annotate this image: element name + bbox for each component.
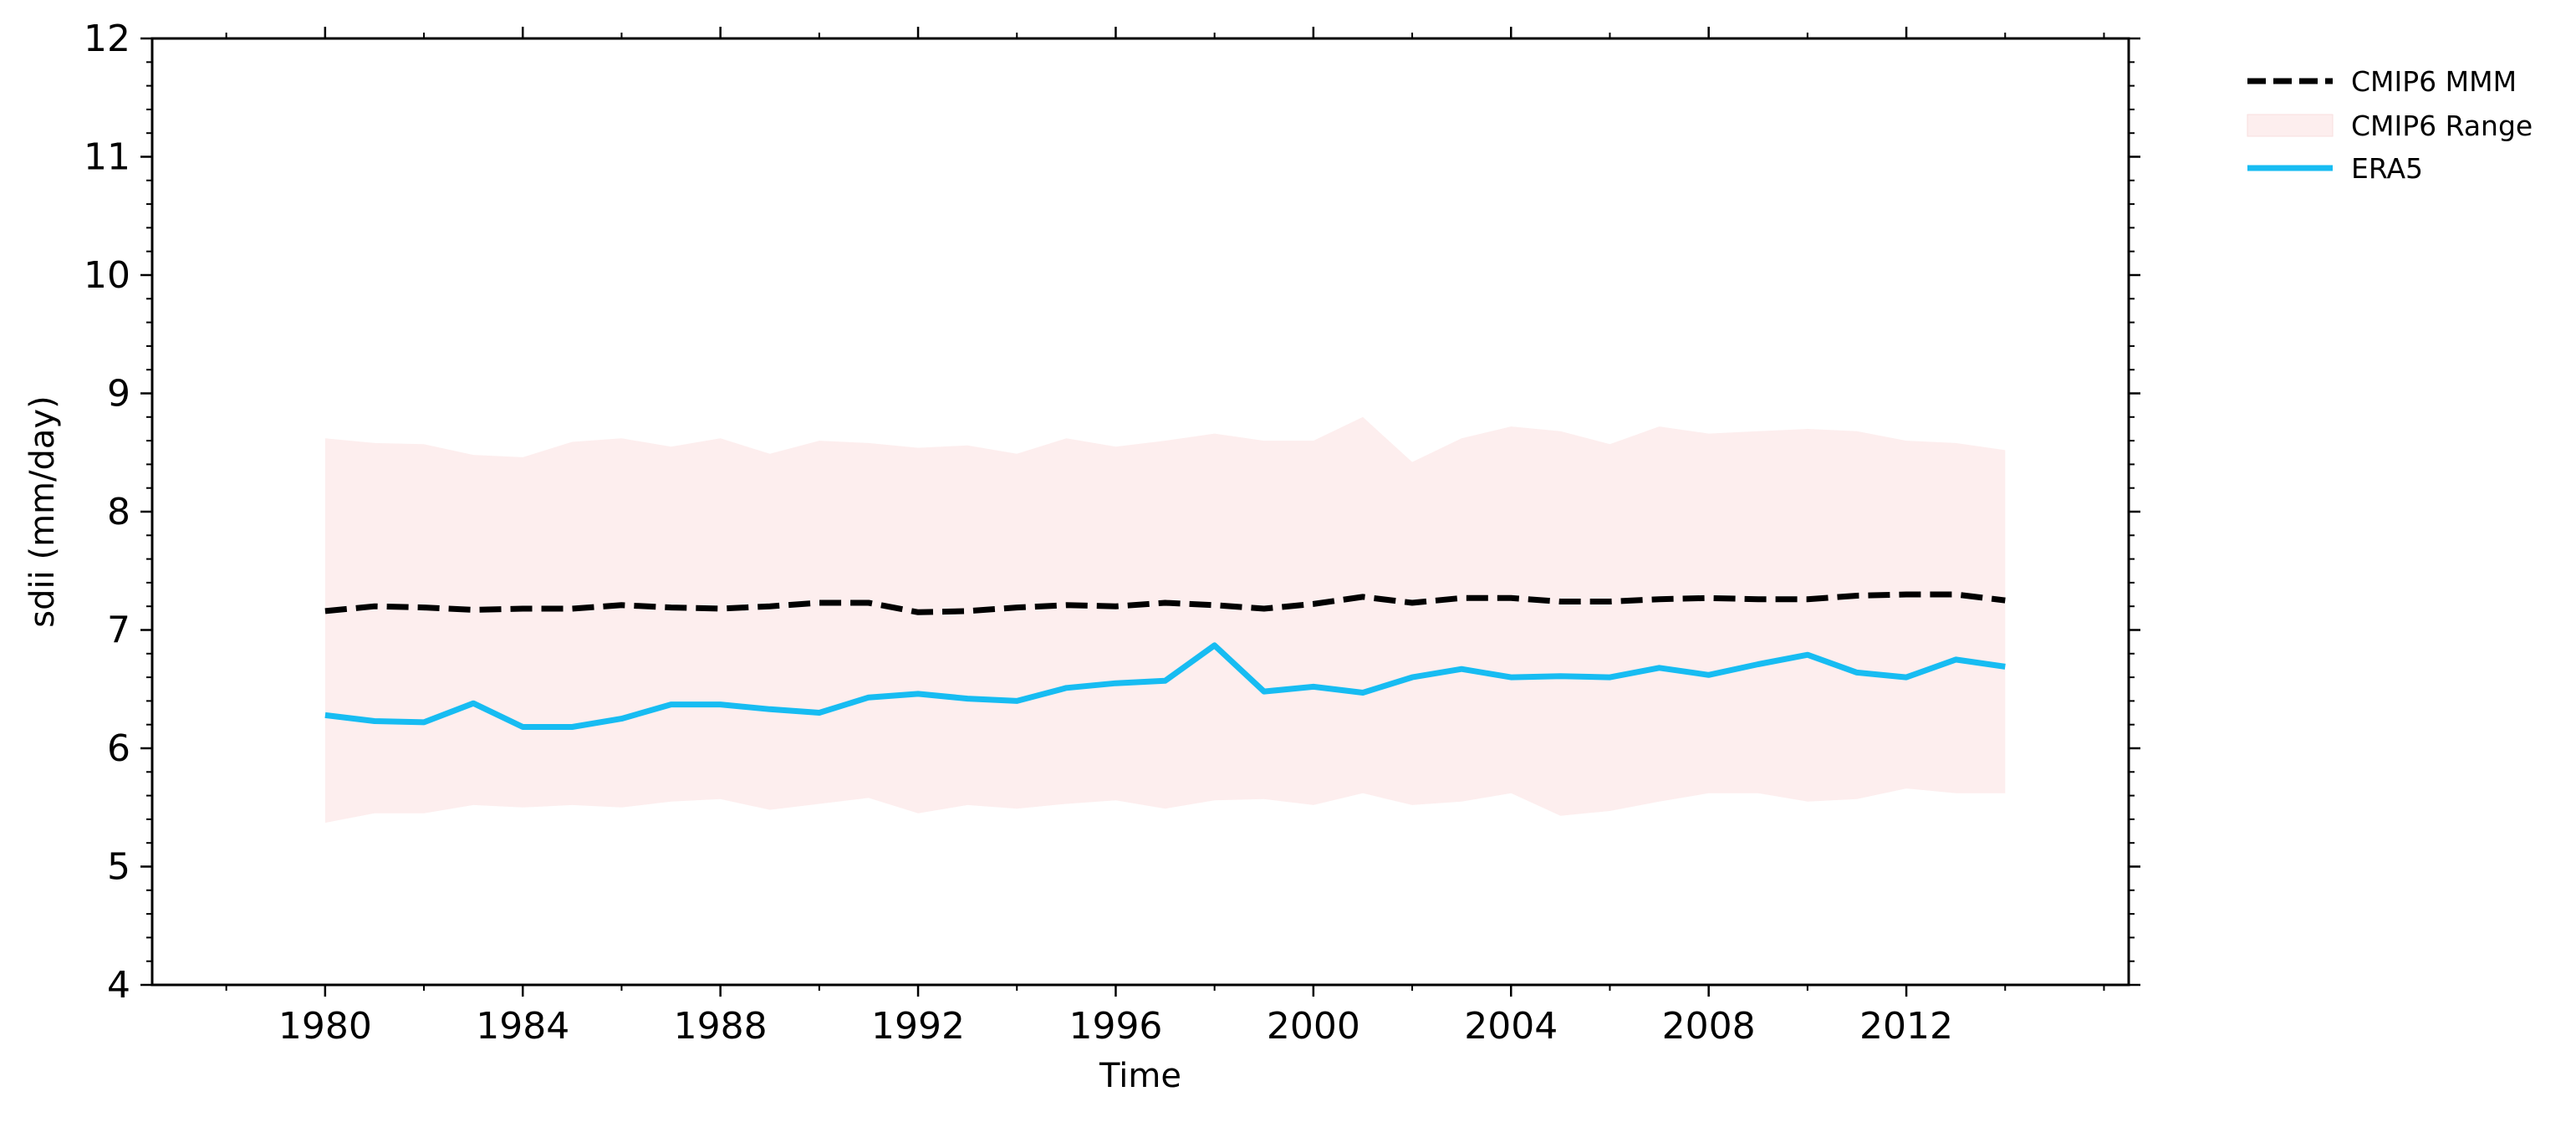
cmip6-range-band-layer: [324, 416, 2006, 824]
x-tick-label: 1980: [278, 1005, 372, 1048]
y-tick-label: 12: [84, 18, 130, 60]
x-tick-label: 1988: [674, 1005, 768, 1048]
x-tick-label: 2008: [1662, 1005, 1756, 1048]
y-tick-label: 7: [107, 609, 130, 652]
legend: CMIP6 MMM CMIP6 Range ERA5: [2247, 65, 2533, 185]
x-tick-label: 2000: [1267, 1005, 1360, 1048]
y-tick-label: 9: [107, 373, 130, 416]
x-tick-label: 1992: [871, 1005, 965, 1048]
x-tick-label: 1996: [1069, 1005, 1162, 1048]
y-tick-label: 11: [84, 136, 130, 179]
y-tick-label: 6: [107, 727, 130, 770]
series-layer: [324, 591, 2006, 730]
x-tick-label: 2012: [1859, 1005, 1953, 1048]
legend-cmip6-range-label: CMIP6 Range: [2351, 110, 2533, 142]
y-tick-label: 5: [107, 846, 130, 889]
x-tick-label: 1984: [476, 1005, 569, 1048]
y-axis-label: sdii (mm/day): [23, 395, 62, 627]
y-tick-label: 10: [84, 254, 130, 297]
legend-cmip6-mmm-label: CMIP6 MMM: [2351, 65, 2517, 98]
cmip6-range-band: [324, 416, 2006, 824]
legend-era5-label: ERA5: [2351, 152, 2423, 185]
x-axis-label: Time: [1099, 1057, 1181, 1095]
ticks-layer: 4 5 6 7 8 9 10 11 12 1980 1984 1988 1992 1996 2000 2004…: [84, 18, 2140, 1048]
series-line-cmip6-mmm: [324, 591, 2006, 615]
y-tick-label: 8: [107, 491, 130, 533]
y-tick-label: 4: [107, 964, 130, 1007]
x-tick-label: 2004: [1464, 1005, 1558, 1048]
legend-cmip6-range-swatch: [2247, 114, 2334, 137]
series-line-era5: [324, 642, 2006, 730]
